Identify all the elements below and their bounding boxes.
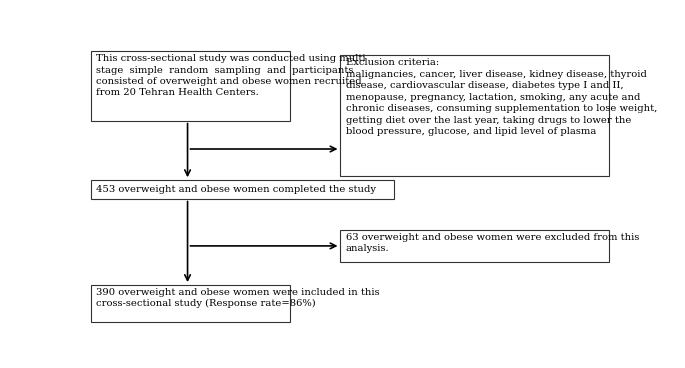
FancyBboxPatch shape — [340, 56, 608, 176]
FancyBboxPatch shape — [91, 180, 393, 199]
FancyBboxPatch shape — [340, 230, 608, 262]
Text: 453 overweight and obese women completed the study: 453 overweight and obese women completed… — [96, 185, 376, 194]
Text: 63 overweight and obese women were excluded from this
analysis.: 63 overweight and obese women were exclu… — [346, 233, 639, 253]
Text: Exclusion criteria:
malignancies, cancer, liver disease, kidney disease, thyroid: Exclusion criteria: malignancies, cancer… — [346, 59, 657, 136]
Text: 390 overweight and obese women were included in this
cross-sectional study (Resp: 390 overweight and obese women were incl… — [96, 288, 380, 308]
Text: This cross-sectional study was conducted using multi
stage  simple  random  samp: This cross-sectional study was conducted… — [96, 54, 366, 98]
FancyBboxPatch shape — [91, 285, 290, 322]
FancyBboxPatch shape — [91, 51, 290, 121]
